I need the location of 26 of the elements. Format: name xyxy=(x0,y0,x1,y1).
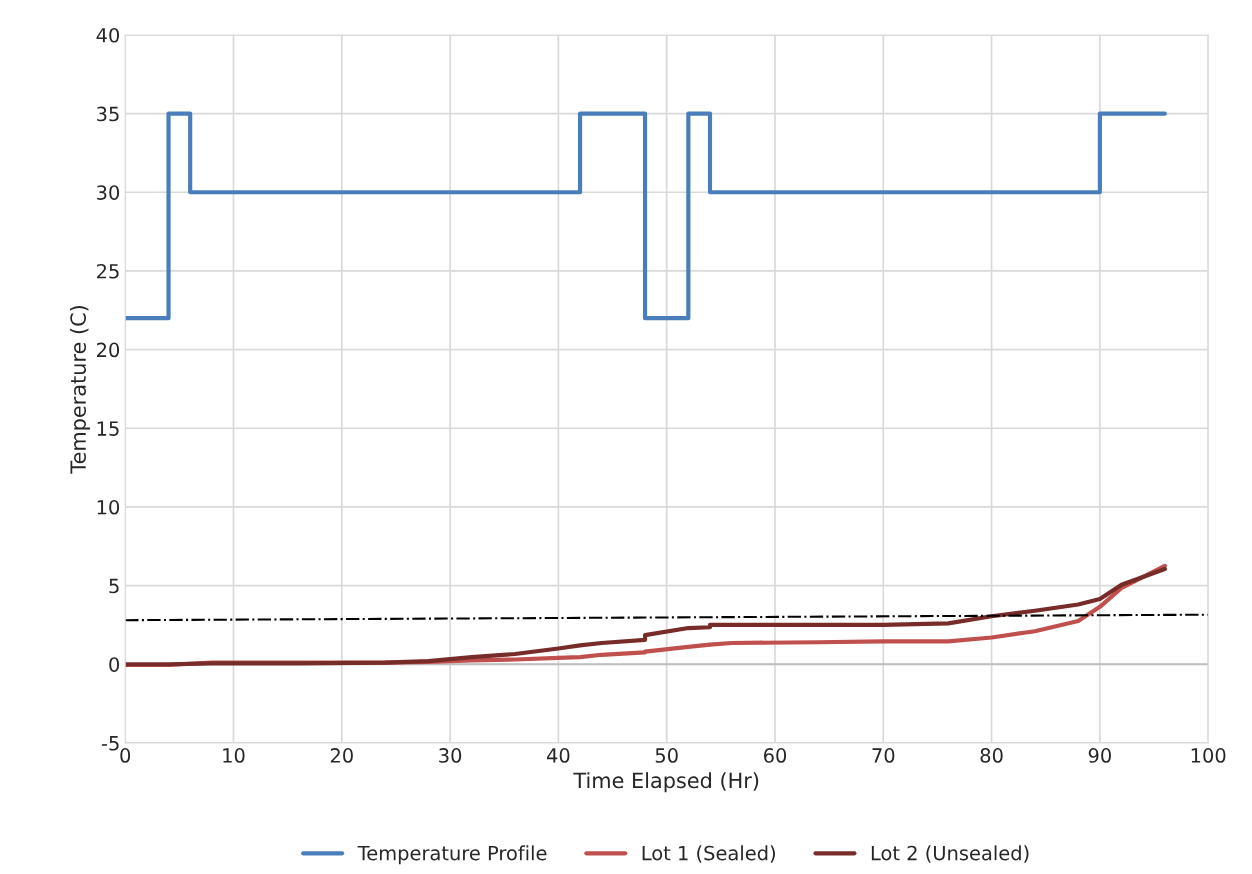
legend-label: Temperature Profile xyxy=(357,845,547,865)
x-tick-label: 70 xyxy=(872,748,895,763)
y-tick-label: 15 xyxy=(97,421,119,436)
y-tick-label: 5 xyxy=(109,578,119,594)
y-tick-label: 10 xyxy=(97,499,120,515)
y-tick-label: -5 xyxy=(101,736,119,751)
x-tick-label: 20 xyxy=(330,748,353,763)
x-tick-label: 10 xyxy=(223,748,245,763)
x-axis-title: Time Elapsed (Hr) xyxy=(573,772,759,793)
x-tick-label: 100 xyxy=(1191,748,1226,763)
x-tick-label: 50 xyxy=(655,748,678,763)
x-tick-label: 90 xyxy=(1088,748,1111,763)
y-tick-label: 20 xyxy=(97,342,120,358)
y-tick-label: 25 xyxy=(97,263,119,279)
y-axis-title: Temperature (C) xyxy=(69,306,91,474)
x-tick-label: 0 xyxy=(120,748,131,763)
x-tick-label: 60 xyxy=(763,748,787,763)
y-tick-label: 0 xyxy=(109,657,120,672)
y-tick-label: 30 xyxy=(97,185,120,200)
x-tick-label: 30 xyxy=(439,748,462,763)
y-tick-label: 40 xyxy=(96,27,120,43)
legend-label: Lot 2 (Unsealed) xyxy=(871,845,1029,863)
y-tick-label: 35 xyxy=(97,106,119,122)
legend-label: Lot 1 (Sealed) xyxy=(642,845,775,863)
x-tick-label: 80 xyxy=(980,748,1003,763)
x-tick-label: 40 xyxy=(546,748,570,763)
